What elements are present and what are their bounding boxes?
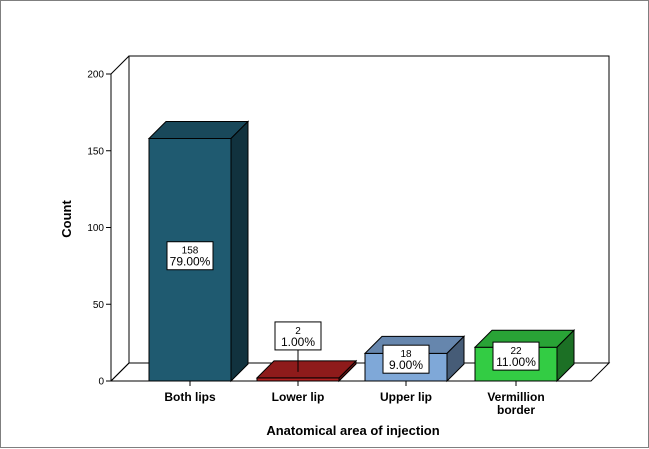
y-axis-title: Count [59, 200, 74, 238]
x-axis-title: Anatomical area of injection [266, 423, 439, 438]
percent-label: 1.00% [281, 335, 315, 349]
side-edge-top [111, 56, 129, 74]
percent-label: 11.00% [496, 355, 536, 369]
data-label: 189.00% [383, 345, 429, 373]
y-tick-label: 100 [87, 223, 104, 234]
y-tick-label: 150 [87, 146, 104, 157]
x-tick-label: Lower lip [272, 390, 325, 404]
x-tick-label: Upper lip [380, 390, 432, 404]
bar-side [231, 121, 248, 381]
y-tick-label: 0 [98, 377, 104, 388]
y-tick-label: 200 [87, 70, 104, 81]
percent-label: 79.00% [170, 255, 211, 269]
x-tick-label: Vermillion border [487, 390, 544, 417]
x-tick-label: Both lips [164, 390, 216, 404]
x-axis: Both lips Lower lip Upper lip Vermillion bor… [111, 381, 591, 417]
y-tick-label: 50 [93, 300, 105, 311]
bar [257, 361, 356, 381]
y-axis: 0 50 100 150 200 [87, 70, 111, 388]
percent-label: 9.00% [389, 358, 423, 372]
